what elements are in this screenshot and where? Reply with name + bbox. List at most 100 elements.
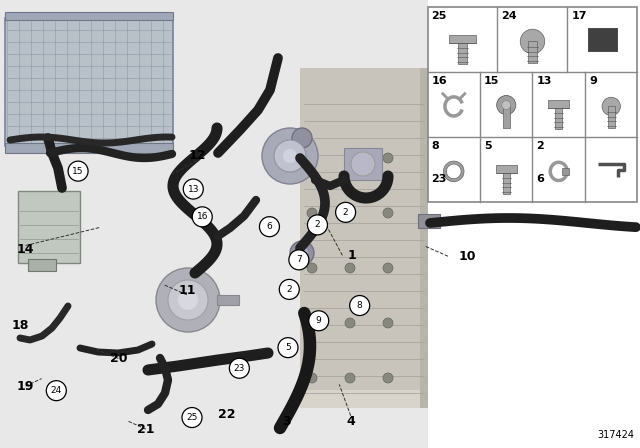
Bar — [5, 18, 173, 146]
Circle shape — [156, 268, 220, 332]
Text: 24: 24 — [51, 386, 62, 395]
Circle shape — [183, 179, 204, 199]
Text: 17: 17 — [572, 11, 587, 21]
Circle shape — [289, 250, 309, 270]
Text: 18: 18 — [12, 319, 29, 332]
Text: 6: 6 — [536, 174, 545, 184]
Bar — [496, 164, 516, 173]
Circle shape — [520, 29, 545, 54]
Text: 14: 14 — [17, 243, 35, 257]
Circle shape — [290, 241, 314, 265]
Circle shape — [349, 296, 370, 315]
Bar — [588, 28, 617, 51]
Text: 5: 5 — [285, 343, 291, 352]
Bar — [0, 0, 428, 448]
Bar — [5, 143, 173, 153]
Text: 16: 16 — [196, 212, 208, 221]
Text: 5: 5 — [484, 141, 492, 151]
Text: 20: 20 — [109, 352, 127, 365]
Text: 15: 15 — [72, 167, 84, 176]
Text: 12: 12 — [188, 149, 206, 163]
Text: 15: 15 — [484, 76, 499, 86]
Text: 19: 19 — [17, 379, 35, 393]
Circle shape — [274, 140, 306, 172]
Text: 11: 11 — [178, 284, 196, 297]
Text: 7: 7 — [296, 255, 301, 264]
Bar — [555, 108, 563, 129]
Circle shape — [229, 358, 250, 378]
Bar — [428, 7, 637, 202]
Bar — [28, 259, 56, 271]
Text: 317424: 317424 — [597, 430, 634, 440]
Bar — [548, 99, 569, 108]
Circle shape — [192, 207, 212, 227]
Circle shape — [178, 290, 198, 310]
Circle shape — [262, 128, 318, 184]
Text: 2: 2 — [315, 220, 320, 229]
Bar — [502, 173, 510, 194]
Text: 13: 13 — [188, 185, 199, 194]
Bar — [502, 105, 510, 128]
Circle shape — [383, 318, 393, 328]
Text: 6: 6 — [267, 222, 272, 231]
Text: 25: 25 — [431, 11, 447, 21]
Text: 4: 4 — [346, 414, 355, 428]
Text: 3: 3 — [282, 414, 291, 428]
Circle shape — [383, 373, 393, 383]
Circle shape — [345, 153, 355, 163]
Circle shape — [345, 208, 355, 218]
Circle shape — [307, 153, 317, 163]
Circle shape — [307, 208, 317, 218]
Bar — [563, 168, 569, 175]
Bar — [458, 43, 467, 64]
Circle shape — [383, 208, 393, 218]
Circle shape — [68, 161, 88, 181]
Circle shape — [307, 263, 317, 273]
Text: 2: 2 — [287, 285, 292, 294]
Circle shape — [307, 373, 317, 383]
Circle shape — [279, 280, 300, 299]
Text: 2: 2 — [536, 141, 544, 151]
Text: 9: 9 — [589, 76, 597, 86]
Text: 8: 8 — [357, 301, 362, 310]
Text: 24: 24 — [502, 11, 517, 21]
Circle shape — [259, 217, 280, 237]
Text: 1: 1 — [348, 249, 356, 262]
Text: 9: 9 — [316, 316, 321, 325]
Text: 23: 23 — [431, 174, 447, 184]
Circle shape — [383, 263, 393, 273]
Bar — [418, 214, 440, 228]
Circle shape — [182, 408, 202, 427]
Text: 10: 10 — [458, 250, 476, 263]
Circle shape — [283, 149, 297, 163]
Bar — [449, 34, 476, 43]
Text: 8: 8 — [431, 141, 439, 151]
Bar — [607, 107, 615, 128]
Circle shape — [497, 95, 516, 115]
Bar — [217, 295, 239, 305]
Circle shape — [307, 318, 317, 328]
Text: 25: 25 — [186, 413, 198, 422]
Circle shape — [46, 381, 67, 401]
Circle shape — [383, 153, 393, 163]
Bar — [344, 148, 382, 180]
Circle shape — [335, 202, 356, 222]
Bar — [5, 12, 173, 20]
Circle shape — [307, 215, 328, 235]
Circle shape — [345, 318, 355, 328]
Circle shape — [278, 338, 298, 358]
Circle shape — [351, 152, 375, 176]
Bar — [300, 68, 428, 408]
Circle shape — [602, 97, 620, 116]
Circle shape — [308, 311, 329, 331]
Circle shape — [345, 263, 355, 273]
Text: 22: 22 — [218, 408, 236, 421]
Text: 13: 13 — [536, 76, 552, 86]
Bar — [300, 390, 428, 408]
Circle shape — [345, 373, 355, 383]
Text: 2: 2 — [343, 208, 348, 217]
Bar — [18, 191, 80, 263]
Text: 21: 21 — [137, 422, 155, 436]
Text: 23: 23 — [234, 364, 245, 373]
Circle shape — [502, 101, 511, 109]
